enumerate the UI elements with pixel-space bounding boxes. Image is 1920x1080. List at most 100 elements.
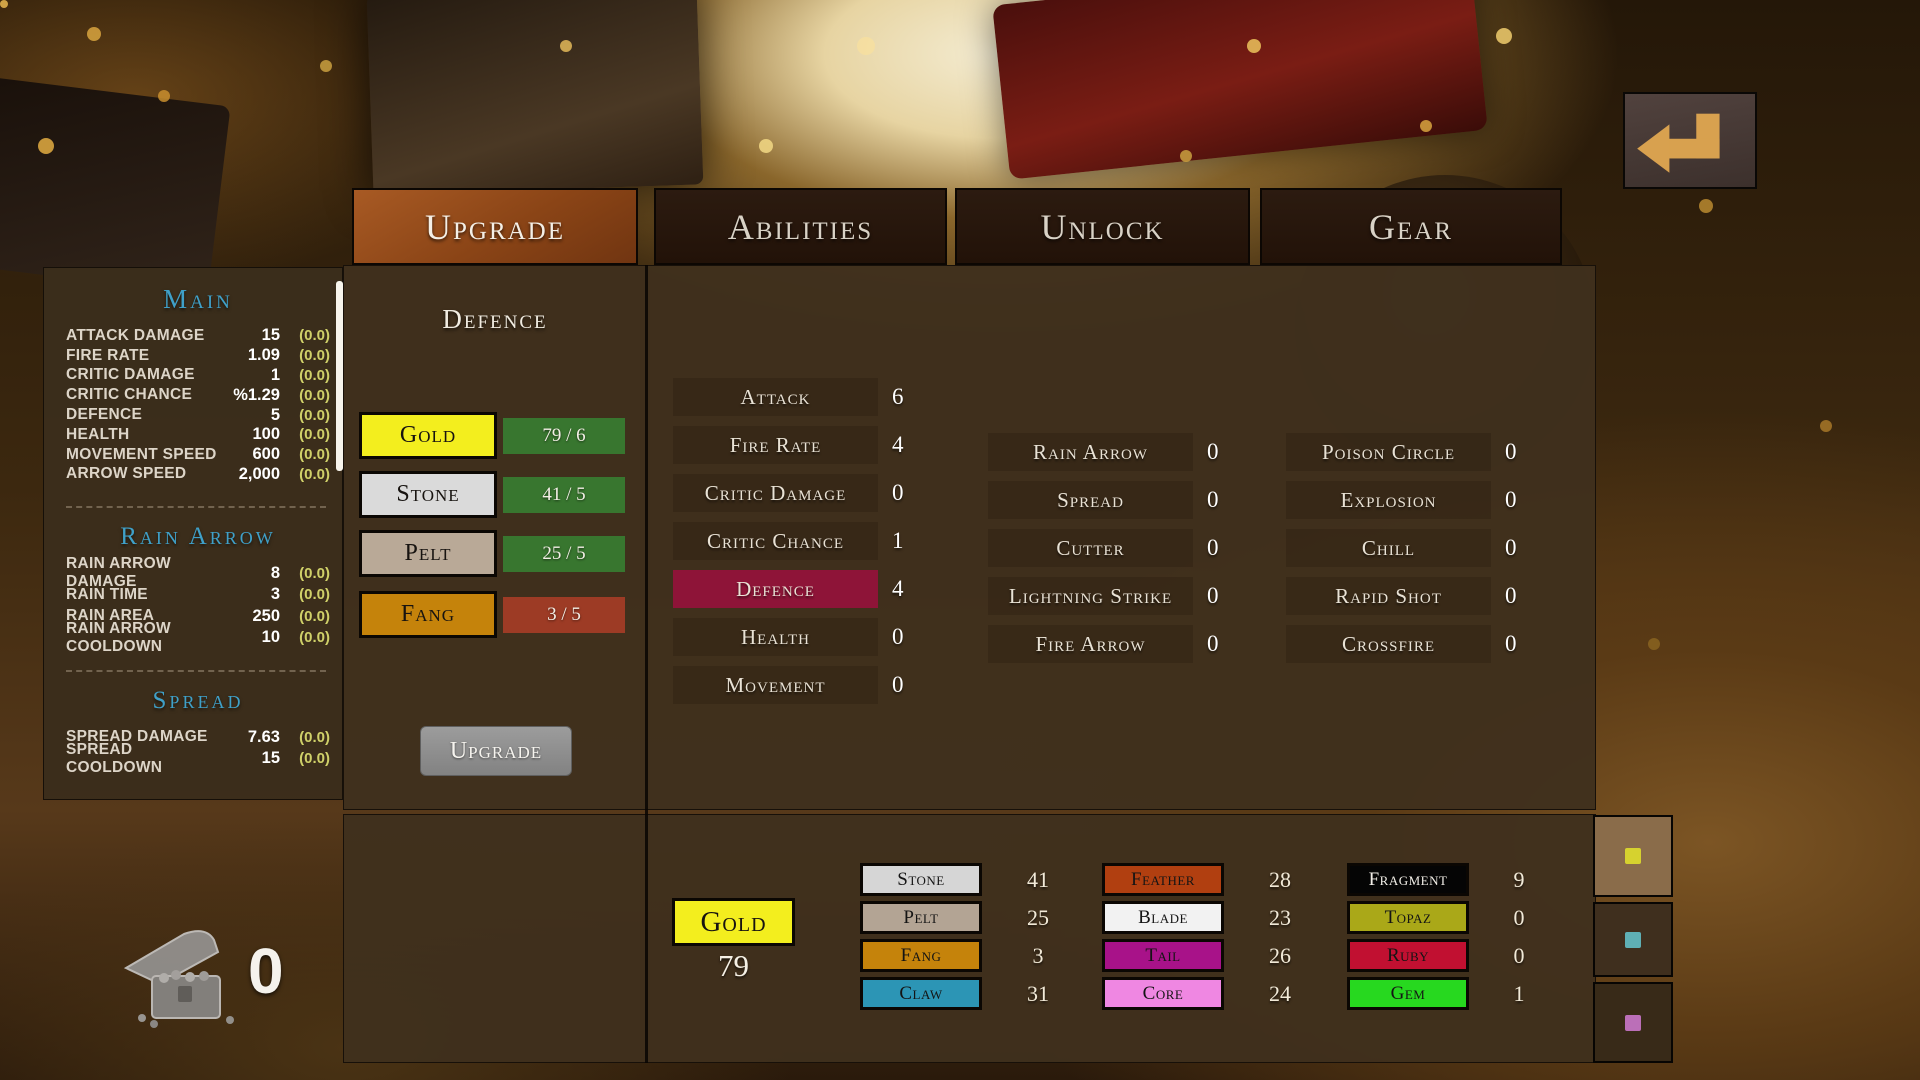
topaz-button[interactable]: Topaz: [1347, 901, 1469, 934]
stat-row-critic-damage[interactable]: Critic Damage 0: [673, 474, 904, 512]
resource-cost-fang[interactable]: Fang 3 / 5: [359, 591, 625, 638]
material-fragment: Fragment 9: [1347, 863, 1569, 896]
core-count: 24: [1269, 980, 1291, 1006]
core-button[interactable]: Core: [1102, 977, 1224, 1010]
stat-line: SPREAD DAMAGE 7.63 (0.0): [66, 727, 330, 746]
resource-cost-gold[interactable]: Gold 79 / 6: [359, 412, 625, 459]
stat-line: CRITIC CHANCE %1.29 (0.0): [66, 385, 330, 404]
stone-cost-bar: 41 / 5: [503, 476, 625, 513]
pelt-button[interactable]: Pelt: [860, 901, 982, 934]
section-title-main: Main: [163, 284, 233, 314]
tab-abilities[interactable]: Abilities: [654, 188, 947, 265]
material-fang: Fang 3: [860, 939, 1094, 972]
feather-button[interactable]: Feather: [1102, 863, 1224, 896]
gear-chip-yellow: [1625, 848, 1641, 864]
material-topaz: Topaz 0: [1347, 901, 1569, 934]
stat-line: CRITIC DAMAGE 1 (0.0): [66, 365, 330, 384]
return-arrow-icon: [1637, 113, 1720, 173]
ability-row-fire-arrow[interactable]: Fire Arrow 0: [988, 625, 1219, 663]
stat-line: SPREAD COOLDOWN 15 (0.0): [66, 740, 330, 776]
ability-row-chill[interactable]: Chill 0: [1286, 529, 1517, 567]
ability-row-crossfire[interactable]: Crossfire 0: [1286, 625, 1517, 663]
tail-button[interactable]: Tail: [1102, 939, 1224, 972]
chest-count: 0: [248, 935, 284, 1007]
topaz-count: 0: [1513, 904, 1525, 930]
pelt-cost-bar: 25 / 5: [503, 535, 625, 572]
selected-stat-title: Defence: [442, 304, 548, 334]
ability-row-lightning-strike[interactable]: Lightning Strike 0: [988, 577, 1219, 615]
upgrade-button[interactable]: Upgrade: [420, 726, 572, 776]
tail-count: 26: [1269, 942, 1291, 968]
ability-row-rapid-shot[interactable]: Rapid Shot 0: [1286, 577, 1517, 615]
ruby-button[interactable]: Ruby: [1347, 939, 1469, 972]
gold-inventory-button[interactable]: Gold: [672, 898, 795, 946]
stat-row-defence-selected[interactable]: Defence 4: [673, 570, 904, 608]
scrollbar-thumb[interactable]: [336, 281, 343, 471]
material-stone: Stone 41: [860, 863, 1094, 896]
stat-line: MOVEMENT SPEED 600 (0.0): [66, 445, 330, 464]
blade-button[interactable]: Blade: [1102, 901, 1224, 934]
fragment-button[interactable]: Fragment: [1347, 863, 1469, 896]
stat-line: ARROW SPEED 2,000 (0.0): [66, 464, 330, 483]
resource-cost-stone[interactable]: Stone 41 / 5: [359, 471, 625, 518]
section-divider: [66, 506, 326, 509]
stone-button[interactable]: Stone: [860, 863, 982, 896]
ability-row-explosion[interactable]: Explosion 0: [1286, 481, 1517, 519]
fang-cost-button: Fang: [359, 591, 497, 638]
background-art: [366, 0, 704, 196]
gold-amount: 79: [718, 948, 749, 983]
stat-line: RAIN ARROW DAMAGE 8 (0.0): [66, 555, 330, 591]
section-divider: [66, 670, 326, 673]
stat-row-attack[interactable]: Attack 6: [673, 378, 904, 416]
gold-cost-button: Gold: [359, 412, 497, 459]
background-art: [992, 0, 1488, 180]
tab-gear[interactable]: Gear: [1260, 188, 1562, 265]
ability-row-rain-arrow[interactable]: Rain Arrow 0: [988, 433, 1219, 471]
tab-upgrade[interactable]: Upgrade: [352, 188, 638, 265]
material-tail: Tail 26: [1102, 939, 1336, 972]
stone-count: 41: [1027, 866, 1049, 892]
ability-row-poison-circle[interactable]: Poison Circle 0: [1286, 433, 1517, 471]
gem-count: 1: [1513, 980, 1525, 1006]
stat-line: RAIN TIME 3 (0.0): [66, 585, 330, 604]
stat-row-fire-rate[interactable]: Fire Rate 4: [673, 426, 904, 464]
character-stats-panel: Main ATTACK DAMAGE 15 (0.0) FIRE RATE 1.09(…: [43, 267, 343, 800]
stat-line: ATTACK DAMAGE 15 (0.0): [66, 326, 330, 345]
material-feather: Feather 28: [1102, 863, 1336, 896]
fang-cost-bar: 3 / 5: [503, 596, 625, 633]
material-ruby: Ruby 0: [1347, 939, 1569, 972]
stat-row-health[interactable]: Health 0: [673, 618, 904, 656]
material-blade: Blade 23: [1102, 901, 1336, 934]
claw-count: 31: [1027, 980, 1049, 1006]
resource-cost-pelt[interactable]: Pelt 25 / 5: [359, 530, 625, 577]
stat-row-critic-chance[interactable]: Critic Chance 1: [673, 522, 904, 560]
tab-unlock[interactable]: Unlock: [955, 188, 1250, 265]
fang-button[interactable]: Fang: [860, 939, 982, 972]
gear-slot-2[interactable]: [1593, 902, 1673, 977]
stat-line: HEALTH 100 (0.0): [66, 425, 330, 444]
gear-chip-teal: [1625, 931, 1641, 948]
panel-divider: [645, 265, 648, 1063]
gold-cost-bar: 79 / 6: [503, 417, 625, 454]
claw-button[interactable]: Claw: [860, 977, 982, 1010]
material-pelt: Pelt 25: [860, 901, 1094, 934]
stat-row-movement[interactable]: Movement 0: [673, 666, 904, 704]
feather-count: 28: [1269, 866, 1291, 892]
ability-row-spread[interactable]: Spread 0: [988, 481, 1219, 519]
stat-line: RAIN AREA 250 (0.0): [66, 606, 330, 625]
fang-count: 3: [1032, 942, 1044, 968]
back-button[interactable]: [1623, 92, 1757, 189]
stat-line: FIRE RATE 1.09 (0.0): [66, 346, 330, 365]
stat-line: DEFENCE 5 (0.0): [66, 405, 330, 424]
ability-row-cutter[interactable]: Cutter 0: [988, 529, 1219, 567]
material-gem: Gem 1: [1347, 977, 1569, 1010]
treasure-chest-icon: [112, 922, 237, 1032]
gear-slot-1[interactable]: [1593, 815, 1673, 897]
fragment-count: 9: [1513, 866, 1525, 892]
gear-chip-violet: [1625, 1014, 1641, 1031]
gear-slot-3[interactable]: [1593, 982, 1673, 1063]
gem-button[interactable]: Gem: [1347, 977, 1469, 1010]
material-claw: Claw 31: [860, 977, 1094, 1010]
background-art: [0, 74, 231, 296]
ruby-count: 0: [1513, 942, 1525, 968]
